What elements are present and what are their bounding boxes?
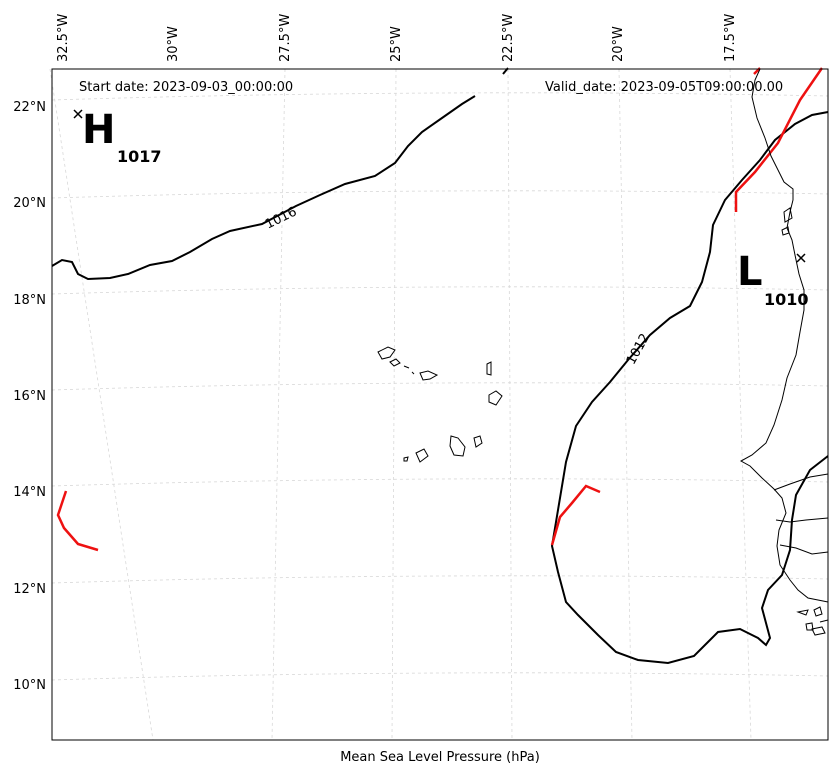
front-line-central: [550, 484, 601, 546]
front-line-northeast-b: [734, 67, 824, 212]
coast-gambia-river: [773, 473, 829, 491]
lat-tick: 10°N: [13, 678, 46, 693]
front-line-west: [56, 490, 99, 552]
lat-tick: 22°N: [13, 100, 46, 115]
meridian: [271, 68, 286, 741]
parallel: [51, 382, 829, 391]
lon-tick: 22.5°W: [501, 14, 516, 62]
high-letter: H: [82, 107, 115, 153]
island: [415, 448, 429, 463]
coast-island: [796, 609, 809, 616]
isobar-1012-label: 1012: [624, 331, 653, 367]
lon-tick: 32.5°W: [56, 14, 71, 62]
island: [486, 361, 492, 376]
fronts: [56, 67, 824, 552]
map-frame: [51, 68, 829, 741]
low-letter: L: [737, 249, 763, 295]
island: [473, 435, 483, 448]
parallel: [51, 92, 829, 101]
island: [389, 358, 401, 367]
meridian: [391, 68, 397, 741]
meridian: [507, 68, 513, 741]
island: [449, 435, 466, 457]
coastline: [739, 68, 829, 636]
isobar-1012-line: [550, 111, 829, 665]
lon-tick: 17.5°W: [723, 14, 738, 62]
lon-tick: 27.5°W: [278, 14, 293, 62]
low-value: 1010: [764, 290, 809, 309]
isobar-1016-line: [51, 95, 476, 281]
lat-tick: 14°N: [13, 485, 46, 500]
low-pressure-center: L 1010: [737, 249, 809, 309]
map-caption: Mean Sea Level Pressure (hPa): [340, 750, 540, 765]
lat-tick: 12°N: [13, 582, 46, 597]
coast-island: [813, 606, 823, 617]
cape-verde-islands: [377, 346, 503, 463]
coast-island: [781, 226, 790, 236]
coast-estuary: [775, 517, 829, 523]
lat-tick: 18°N: [13, 293, 46, 308]
coast-island: [811, 626, 826, 636]
island: [403, 365, 410, 369]
valid-date: Valid_date: 2023-09-05T09:00:00.00: [545, 80, 783, 95]
coast-island: [783, 207, 793, 223]
parallel: [51, 672, 829, 681]
isobar-1016-label: 1016: [263, 204, 299, 232]
parallel: [51, 286, 829, 295]
island: [411, 371, 415, 375]
lat-tick: 20°N: [13, 196, 46, 211]
lon-tick-labels: 32.5°W 30°W 27.5°W 25°W 22.5°W 20°W 17.5…: [56, 14, 738, 62]
lat-tick-labels: 22°N 20°N 18°N 16°N 14°N 12°N 10°N: [13, 100, 46, 693]
start-date: Start date: 2023-09-03_00:00:00: [79, 80, 293, 95]
parallel: [51, 190, 829, 199]
island: [377, 346, 396, 360]
coast-island: [819, 619, 829, 623]
high-value: 1017: [117, 147, 162, 166]
island: [419, 370, 439, 381]
lat-tick: 16°N: [13, 389, 46, 404]
lon-tick: 25°W: [389, 26, 404, 62]
graticule: [49, 68, 829, 741]
island: [488, 390, 503, 406]
lon-tick: 20°W: [611, 26, 626, 62]
parallel: [51, 575, 829, 584]
low-center-marker-icon: [796, 253, 806, 263]
island: [403, 456, 409, 462]
lon-tick: 30°W: [166, 26, 181, 62]
meridian: [618, 68, 633, 741]
high-pressure-center: H 1017: [73, 107, 162, 166]
coast-mainland: [739, 68, 829, 603]
meridian: [49, 68, 154, 741]
coast-guinea-bissau: [779, 544, 829, 555]
parallel: [51, 478, 829, 487]
high-center-marker-icon: [73, 109, 83, 119]
meridian: [729, 68, 752, 741]
